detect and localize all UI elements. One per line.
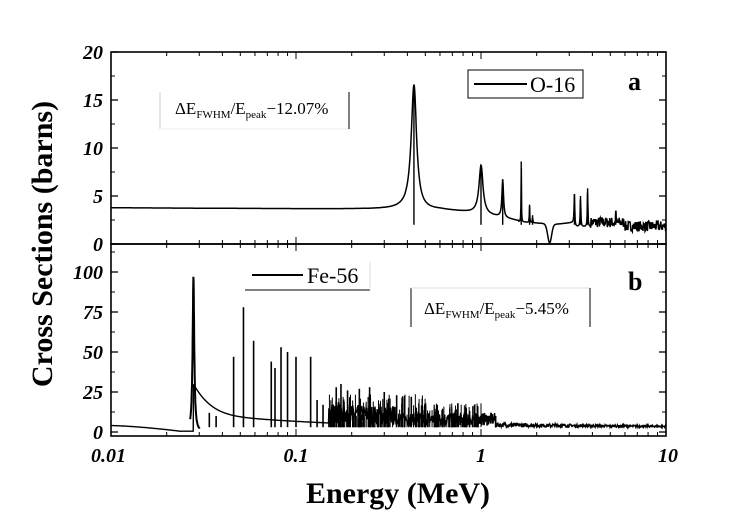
- axes-layer: [110, 51, 667, 437]
- annotation-b: ΔEFWHM/Epeak−5.45%: [410, 287, 591, 327]
- x-tick-label: 0.1: [284, 445, 309, 467]
- panel-b-ytick-label: 100: [73, 262, 103, 284]
- x-tick-label: 10: [658, 445, 678, 467]
- annotation-a: ΔEFWHM/Epeak−12.07%: [159, 92, 350, 130]
- panel-b-ytick-label: 0: [93, 422, 103, 444]
- series-o16-line: [111, 84, 667, 244]
- panel-a-ytick-label: 5: [93, 186, 103, 208]
- panel-b-label: b: [628, 267, 642, 296]
- panel-b-frame: [110, 243, 667, 437]
- panel-a-ytick-label: 20: [82, 42, 103, 64]
- x-tick-label: 1: [476, 445, 486, 467]
- legend-o16-label: O-16: [530, 72, 575, 97]
- x-axis-title: Energy (MeV): [306, 477, 490, 510]
- data-layer: [111, 84, 667, 432]
- panel-a-ytick-label: 10: [83, 138, 103, 160]
- legend-o16: O-16: [467, 69, 584, 99]
- panel-a-ytick-label: 0: [93, 234, 103, 256]
- y-axis-title: Cross Sections (barns): [26, 101, 59, 387]
- legend-fe56: Fe-56: [245, 262, 371, 291]
- x-tick-label: 0.01: [91, 445, 126, 467]
- annotation-b-text: ΔEFWHM/Epeak−5.45%: [424, 299, 569, 321]
- panel-b-ytick-label: 50: [83, 342, 103, 364]
- legend-fe56-label: Fe-56: [307, 263, 358, 288]
- panel-a-ytick-label: 15: [83, 90, 103, 112]
- panel-a-label: a: [628, 67, 641, 96]
- panel-b-ytick-label: 75: [83, 302, 103, 324]
- annotation-a-text: ΔEFWHM/Epeak−12.07%: [175, 99, 328, 121]
- panel-b-ytick-label: 25: [82, 382, 103, 404]
- label-layer: 0 5 10 15 20 0 25 50 75 100 0.01 0.1 1 10: [73, 42, 678, 467]
- fe56-main-peak: [189, 276, 201, 430]
